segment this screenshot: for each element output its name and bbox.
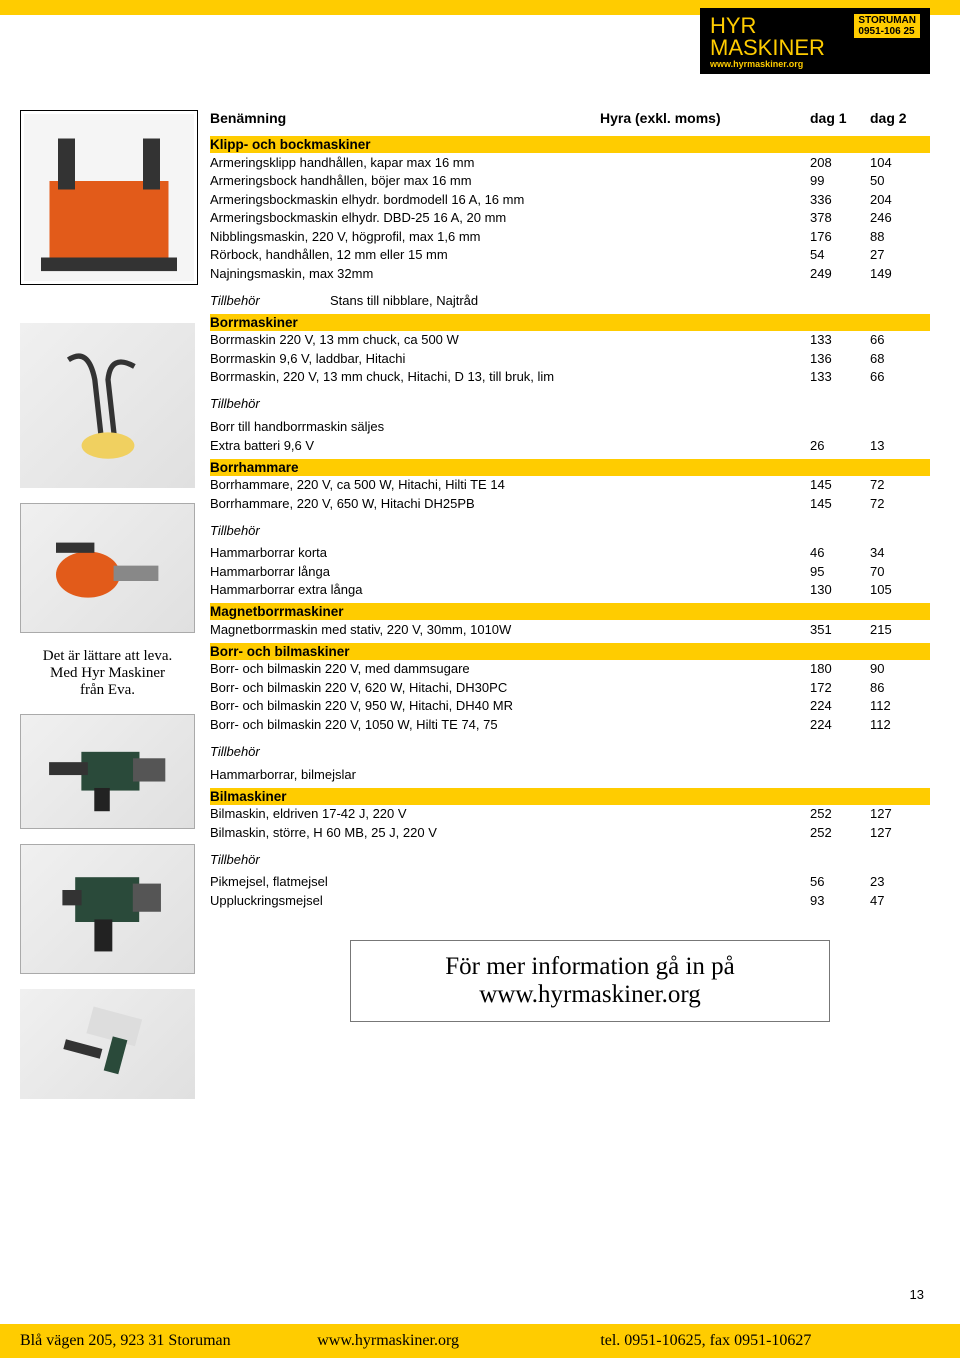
table-header: Benämning Hyra (exkl. moms) dag 1 dag 2 (210, 110, 930, 126)
table-row: Armeringsbock handhållen, böjer max 16 m… (210, 172, 930, 191)
table-row: Hammarborrar långa9570 (210, 562, 930, 581)
table-row: Borrhammare, 220 V, 650 W, Hitachi DH25P… (210, 494, 930, 513)
table-row: Armeringsbockmaskin elhydr. bordmodell 1… (210, 190, 930, 209)
table-row: Najningsmaskin, max 32mm249149 (210, 264, 930, 283)
product-image-1 (20, 110, 198, 285)
table-row: Borrhammare, 220 V, ca 500 W, Hitachi, H… (210, 476, 930, 495)
tillbehor-label: Tillbehör (210, 852, 930, 867)
product-image-5 (20, 844, 195, 974)
table-row: Bilmaskin, eldriven 17-42 J, 220 V252127 (210, 805, 930, 824)
logo-text-1: HYR (710, 16, 756, 36)
page-number: 13 (910, 1287, 924, 1302)
tagline: Det är lättare att leva. Med Hyr Maskine… (20, 648, 195, 699)
tillbehor-inline: TillbehörStans till nibblare, Najtråd (210, 293, 930, 308)
table-row: Borrmaskin, 220 V, 13 mm chuck, Hitachi,… (210, 368, 930, 387)
section-header: Magnetborrmaskiner (210, 603, 930, 620)
table-row: Hammarborrar korta4634 (210, 544, 930, 563)
product-image-6 (20, 989, 195, 1099)
table-row: Borrmaskin 220 V, 13 mm chuck, ca 500 W1… (210, 331, 930, 350)
section-header: Borrmaskiner (210, 314, 930, 331)
table-row: Magnetborrmaskin med stativ, 220 V, 30mm… (210, 620, 930, 639)
footer-url: www.hyrmaskiner.org (317, 1332, 600, 1350)
section-header: Klipp- och bockmaskiner (210, 136, 930, 153)
table-row: Borr- och bilmaskin 220 V, 950 W, Hitach… (210, 697, 930, 716)
table-row: Borr- och bilmaskin 220 V, 620 W, Hitach… (210, 678, 930, 697)
footer-address: Blå vägen 205, 923 31 Storuman (20, 1332, 317, 1350)
price-table: Benämning Hyra (exkl. moms) dag 1 dag 2 … (210, 110, 930, 1114)
logo-text-2: MASKINER (710, 38, 920, 58)
tillbehor-label: Tillbehör (210, 396, 930, 411)
section-header: Borrhammare (210, 459, 930, 476)
tillbehor-label: Tillbehör (210, 523, 930, 538)
footer: Blå vägen 205, 923 31 Storuman www.hyrma… (0, 1324, 960, 1358)
footer-phone: tel. 0951-10625, fax 0951-10627 (600, 1332, 940, 1350)
table-row: Borr till handborrmaskin säljes (210, 417, 930, 436)
section-header: Bilmaskiner (210, 788, 930, 805)
table-row: Pikmejsel, flatmejsel5623 (210, 873, 930, 892)
product-image-2 (20, 323, 195, 488)
table-row: Uppluckringsmejsel9347 (210, 891, 930, 910)
logo-storuman: STORUMAN 0951-106 25 (854, 14, 920, 38)
table-row: Bilmaskin, större, H 60 MB, 25 J, 220 V2… (210, 823, 930, 842)
table-row: Borr- och bilmaskin 220 V, med dammsugar… (210, 660, 930, 679)
table-row: Borr- och bilmaskin 220 V, 1050 W, Hilti… (210, 715, 930, 734)
logo: HYR STORUMAN 0951-106 25 MASKINER www.hy… (700, 8, 930, 74)
table-row: Armeringsklipp handhållen, kapar max 16 … (210, 153, 930, 172)
product-image-3 (20, 503, 195, 633)
table-row: Nibblingsmaskin, 220 V, högprofil, max 1… (210, 227, 930, 246)
table-row: Hammarborrar extra långa130105 (210, 581, 930, 600)
tillbehor-label: Tillbehör (210, 744, 930, 759)
table-row: Borrmaskin 9,6 V, laddbar, Hitachi13668 (210, 349, 930, 368)
table-row: Hammarborrar, bilmejslar (210, 765, 930, 784)
product-image-4 (20, 714, 195, 829)
sidebar: Det är lättare att leva. Med Hyr Maskine… (20, 110, 210, 1114)
table-row: Armeringsbockmaskin elhydr. DBD-25 16 A,… (210, 209, 930, 228)
section-header: Borr- och bilmaskiner (210, 643, 930, 660)
info-box: För mer information gå in på www.hyrmask… (350, 940, 830, 1022)
table-row: Extra batteri 9,6 V2613 (210, 436, 930, 455)
table-row: Rörbock, handhållen, 12 mm eller 15 mm54… (210, 246, 930, 265)
